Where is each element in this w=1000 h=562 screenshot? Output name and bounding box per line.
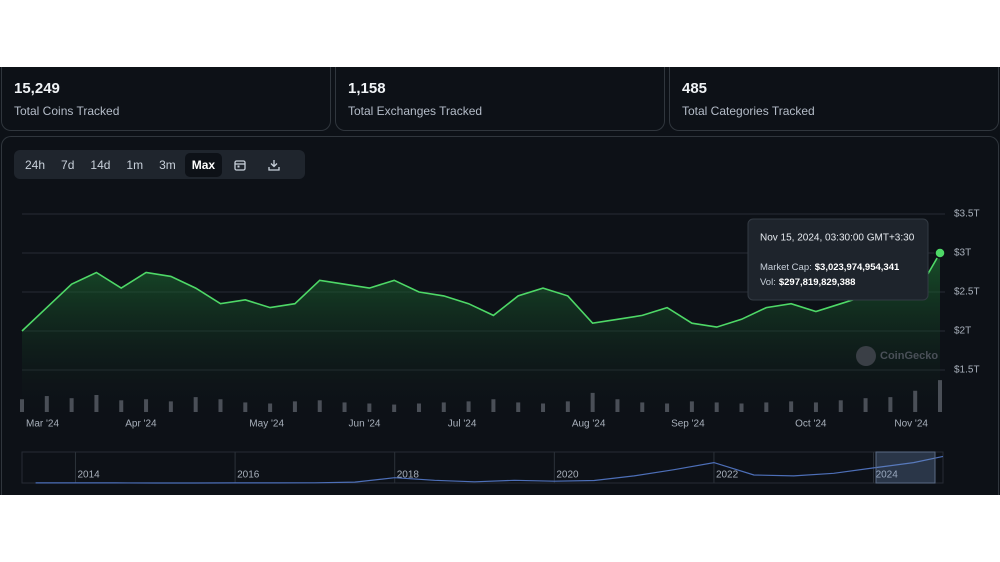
stat-card: 485 Total Categories Tracked xyxy=(669,67,999,131)
range-button[interactable]: 7d xyxy=(61,157,75,172)
stat-label: Total Coins Tracked xyxy=(14,104,120,118)
range-button[interactable]: Max xyxy=(184,152,223,177)
stat-label: Total Categories Tracked xyxy=(682,104,815,118)
stat-value: 485 xyxy=(682,80,708,97)
stat-value: 1,158 xyxy=(348,80,386,97)
download-icon xyxy=(268,159,280,171)
stat-value: 15,249 xyxy=(14,80,60,97)
range-button[interactable]: 14d xyxy=(90,157,111,172)
stat-card: 15,249 Total Coins Tracked xyxy=(1,67,331,131)
calendar-icon xyxy=(234,159,246,171)
range-button[interactable]: 3m xyxy=(159,157,176,172)
chart-panel xyxy=(1,136,999,495)
calendar-button[interactable] xyxy=(224,154,256,176)
range-button[interactable]: 1m xyxy=(126,157,144,172)
range-controls: 24h 7d 14d 1m 3m Max xyxy=(14,150,305,179)
range-button[interactable]: 24h xyxy=(25,157,46,172)
stat-label: Total Exchanges Tracked xyxy=(348,104,483,118)
download-button[interactable] xyxy=(258,154,290,176)
stat-card: 1,158 Total Exchanges Tracked xyxy=(335,67,665,131)
